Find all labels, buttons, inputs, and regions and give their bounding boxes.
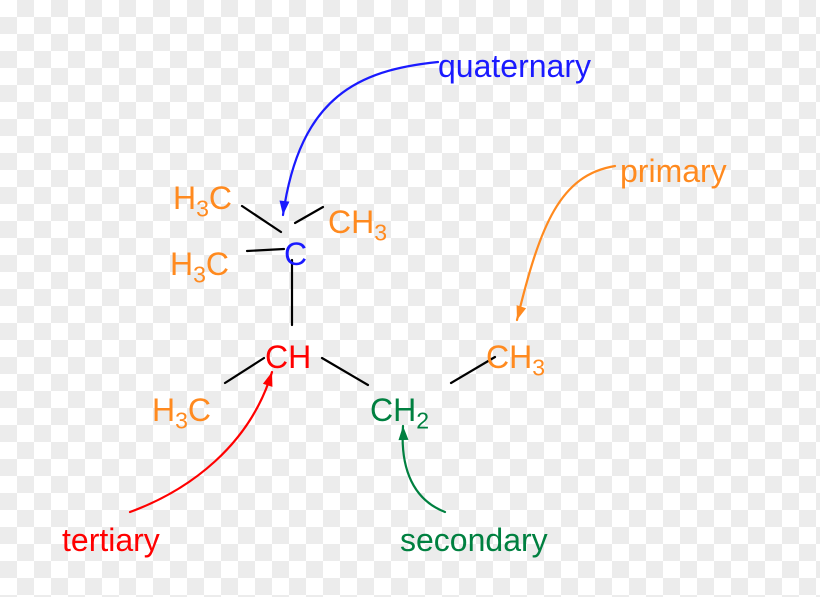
label-tertiary: tertiary xyxy=(62,524,160,556)
diagram-svg xyxy=(0,0,820,597)
label-quaternary: quaternary xyxy=(438,50,591,82)
atom-ch3-bot-left: H3C xyxy=(152,394,211,426)
atom-ch3-mid-left: H3C xyxy=(170,248,229,280)
atom-ch3-top-right: CH3 xyxy=(328,206,387,238)
atom-tertiary-ch: CH xyxy=(265,341,311,373)
atom-secondary-ch2: CH2 xyxy=(370,394,429,426)
atom-primary-ch3: CH3 xyxy=(486,341,545,373)
atom-ch3-top-left: H3C xyxy=(173,182,232,214)
atom-quaternary-c: C xyxy=(284,238,307,270)
label-secondary: secondary xyxy=(400,524,548,556)
label-primary: primary xyxy=(620,155,727,187)
